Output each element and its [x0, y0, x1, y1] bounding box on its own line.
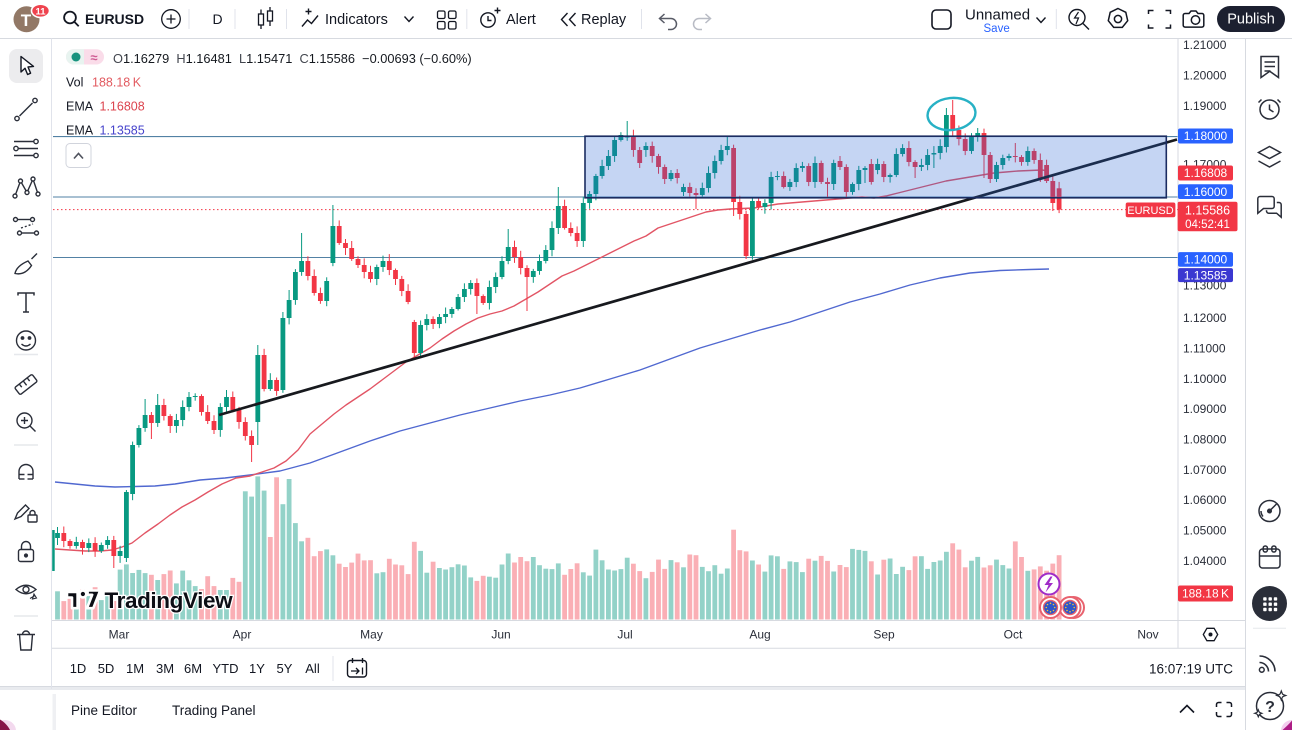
- svg-text:1.09000: 1.09000: [1183, 402, 1227, 416]
- svg-text:Replay: Replay: [581, 12, 627, 28]
- svg-text:1.05000: 1.05000: [1183, 524, 1227, 538]
- svg-text:Mar: Mar: [109, 628, 130, 642]
- svg-text:1.19000: 1.19000: [1183, 99, 1227, 113]
- svg-text:EURUSD: EURUSD: [85, 11, 144, 27]
- svg-text:1D: 1D: [70, 661, 87, 676]
- svg-text:1.08000: 1.08000: [1183, 433, 1227, 447]
- svg-text:1.18000: 1.18000: [1184, 129, 1228, 143]
- svg-text:Unnamed: Unnamed: [965, 7, 1030, 24]
- svg-text:Vol: Vol: [66, 76, 83, 90]
- svg-text:5D: 5D: [98, 661, 115, 676]
- svg-text:≈: ≈: [90, 50, 97, 65]
- svg-text:11: 11: [35, 6, 46, 17]
- svg-text:EMA: EMA: [66, 100, 94, 114]
- svg-text:Pine Editor: Pine Editor: [71, 703, 138, 718]
- svg-text:1.16000: 1.16000: [1184, 185, 1228, 199]
- svg-text:Apr: Apr: [233, 628, 252, 642]
- svg-text:1.10000: 1.10000: [1183, 372, 1227, 386]
- svg-text:May: May: [360, 628, 383, 642]
- svg-text:EURUSD: EURUSD: [1127, 205, 1174, 217]
- svg-text:Oct: Oct: [1004, 628, 1023, 642]
- svg-text:1.12000: 1.12000: [1183, 311, 1227, 325]
- svg-text:1.16808: 1.16808: [100, 100, 145, 114]
- svg-text:Sep: Sep: [873, 628, 895, 642]
- svg-text:1.13585: 1.13585: [100, 124, 145, 138]
- svg-text:Alert: Alert: [506, 12, 536, 28]
- svg-text:1.07000: 1.07000: [1183, 463, 1227, 477]
- svg-text:1.14000: 1.14000: [1184, 253, 1228, 267]
- svg-text:1M: 1M: [126, 661, 144, 676]
- svg-text:Publish: Publish: [1227, 12, 1275, 28]
- svg-text:TradingView: TradingView: [105, 588, 234, 613]
- svg-text:6M: 6M: [184, 661, 202, 676]
- svg-text:1.13585: 1.13585: [1184, 268, 1228, 282]
- svg-text:?: ?: [1265, 699, 1275, 716]
- svg-text:O1.16279 H1.16481 L1.15471: O1.16279 H1.16481 L1.15471 C1.15586 −0.0…: [113, 51, 472, 66]
- svg-text:Trading Panel: Trading Panel: [172, 703, 256, 718]
- svg-text:1.16808: 1.16808: [1184, 166, 1228, 180]
- svg-text:D: D: [212, 11, 222, 27]
- svg-text:EMA: EMA: [66, 124, 94, 138]
- svg-text:1.20000: 1.20000: [1183, 69, 1227, 83]
- svg-text:T: T: [21, 11, 32, 30]
- svg-text:5Y: 5Y: [277, 661, 293, 676]
- svg-text:188.18 K: 188.18 K: [92, 76, 142, 90]
- svg-text:1.06000: 1.06000: [1183, 493, 1227, 507]
- svg-text:1Y: 1Y: [249, 661, 265, 676]
- svg-text:Aug: Aug: [749, 628, 770, 642]
- svg-text:Jul: Jul: [617, 628, 632, 642]
- svg-text:1.13000: 1.13000: [1183, 279, 1227, 293]
- svg-text:1.21000: 1.21000: [1183, 38, 1227, 52]
- svg-text:188.18 K: 188.18 K: [1182, 587, 1229, 601]
- svg-text:Indicators: Indicators: [325, 12, 388, 28]
- svg-text:YTD: YTD: [213, 661, 239, 676]
- svg-text:1.11000: 1.11000: [1183, 342, 1226, 356]
- svg-text:3M: 3M: [156, 661, 174, 676]
- svg-text:Jun: Jun: [491, 628, 510, 642]
- svg-text:Nov: Nov: [1137, 628, 1158, 642]
- svg-text:16:07:19 UTC: 16:07:19 UTC: [1149, 662, 1233, 677]
- svg-text:1.04000: 1.04000: [1183, 554, 1227, 568]
- svg-text:Save: Save: [984, 23, 1010, 35]
- svg-text:04:52:41: 04:52:41: [1185, 219, 1230, 231]
- svg-text:All: All: [305, 661, 320, 676]
- svg-text:1.15586: 1.15586: [1185, 203, 1230, 217]
